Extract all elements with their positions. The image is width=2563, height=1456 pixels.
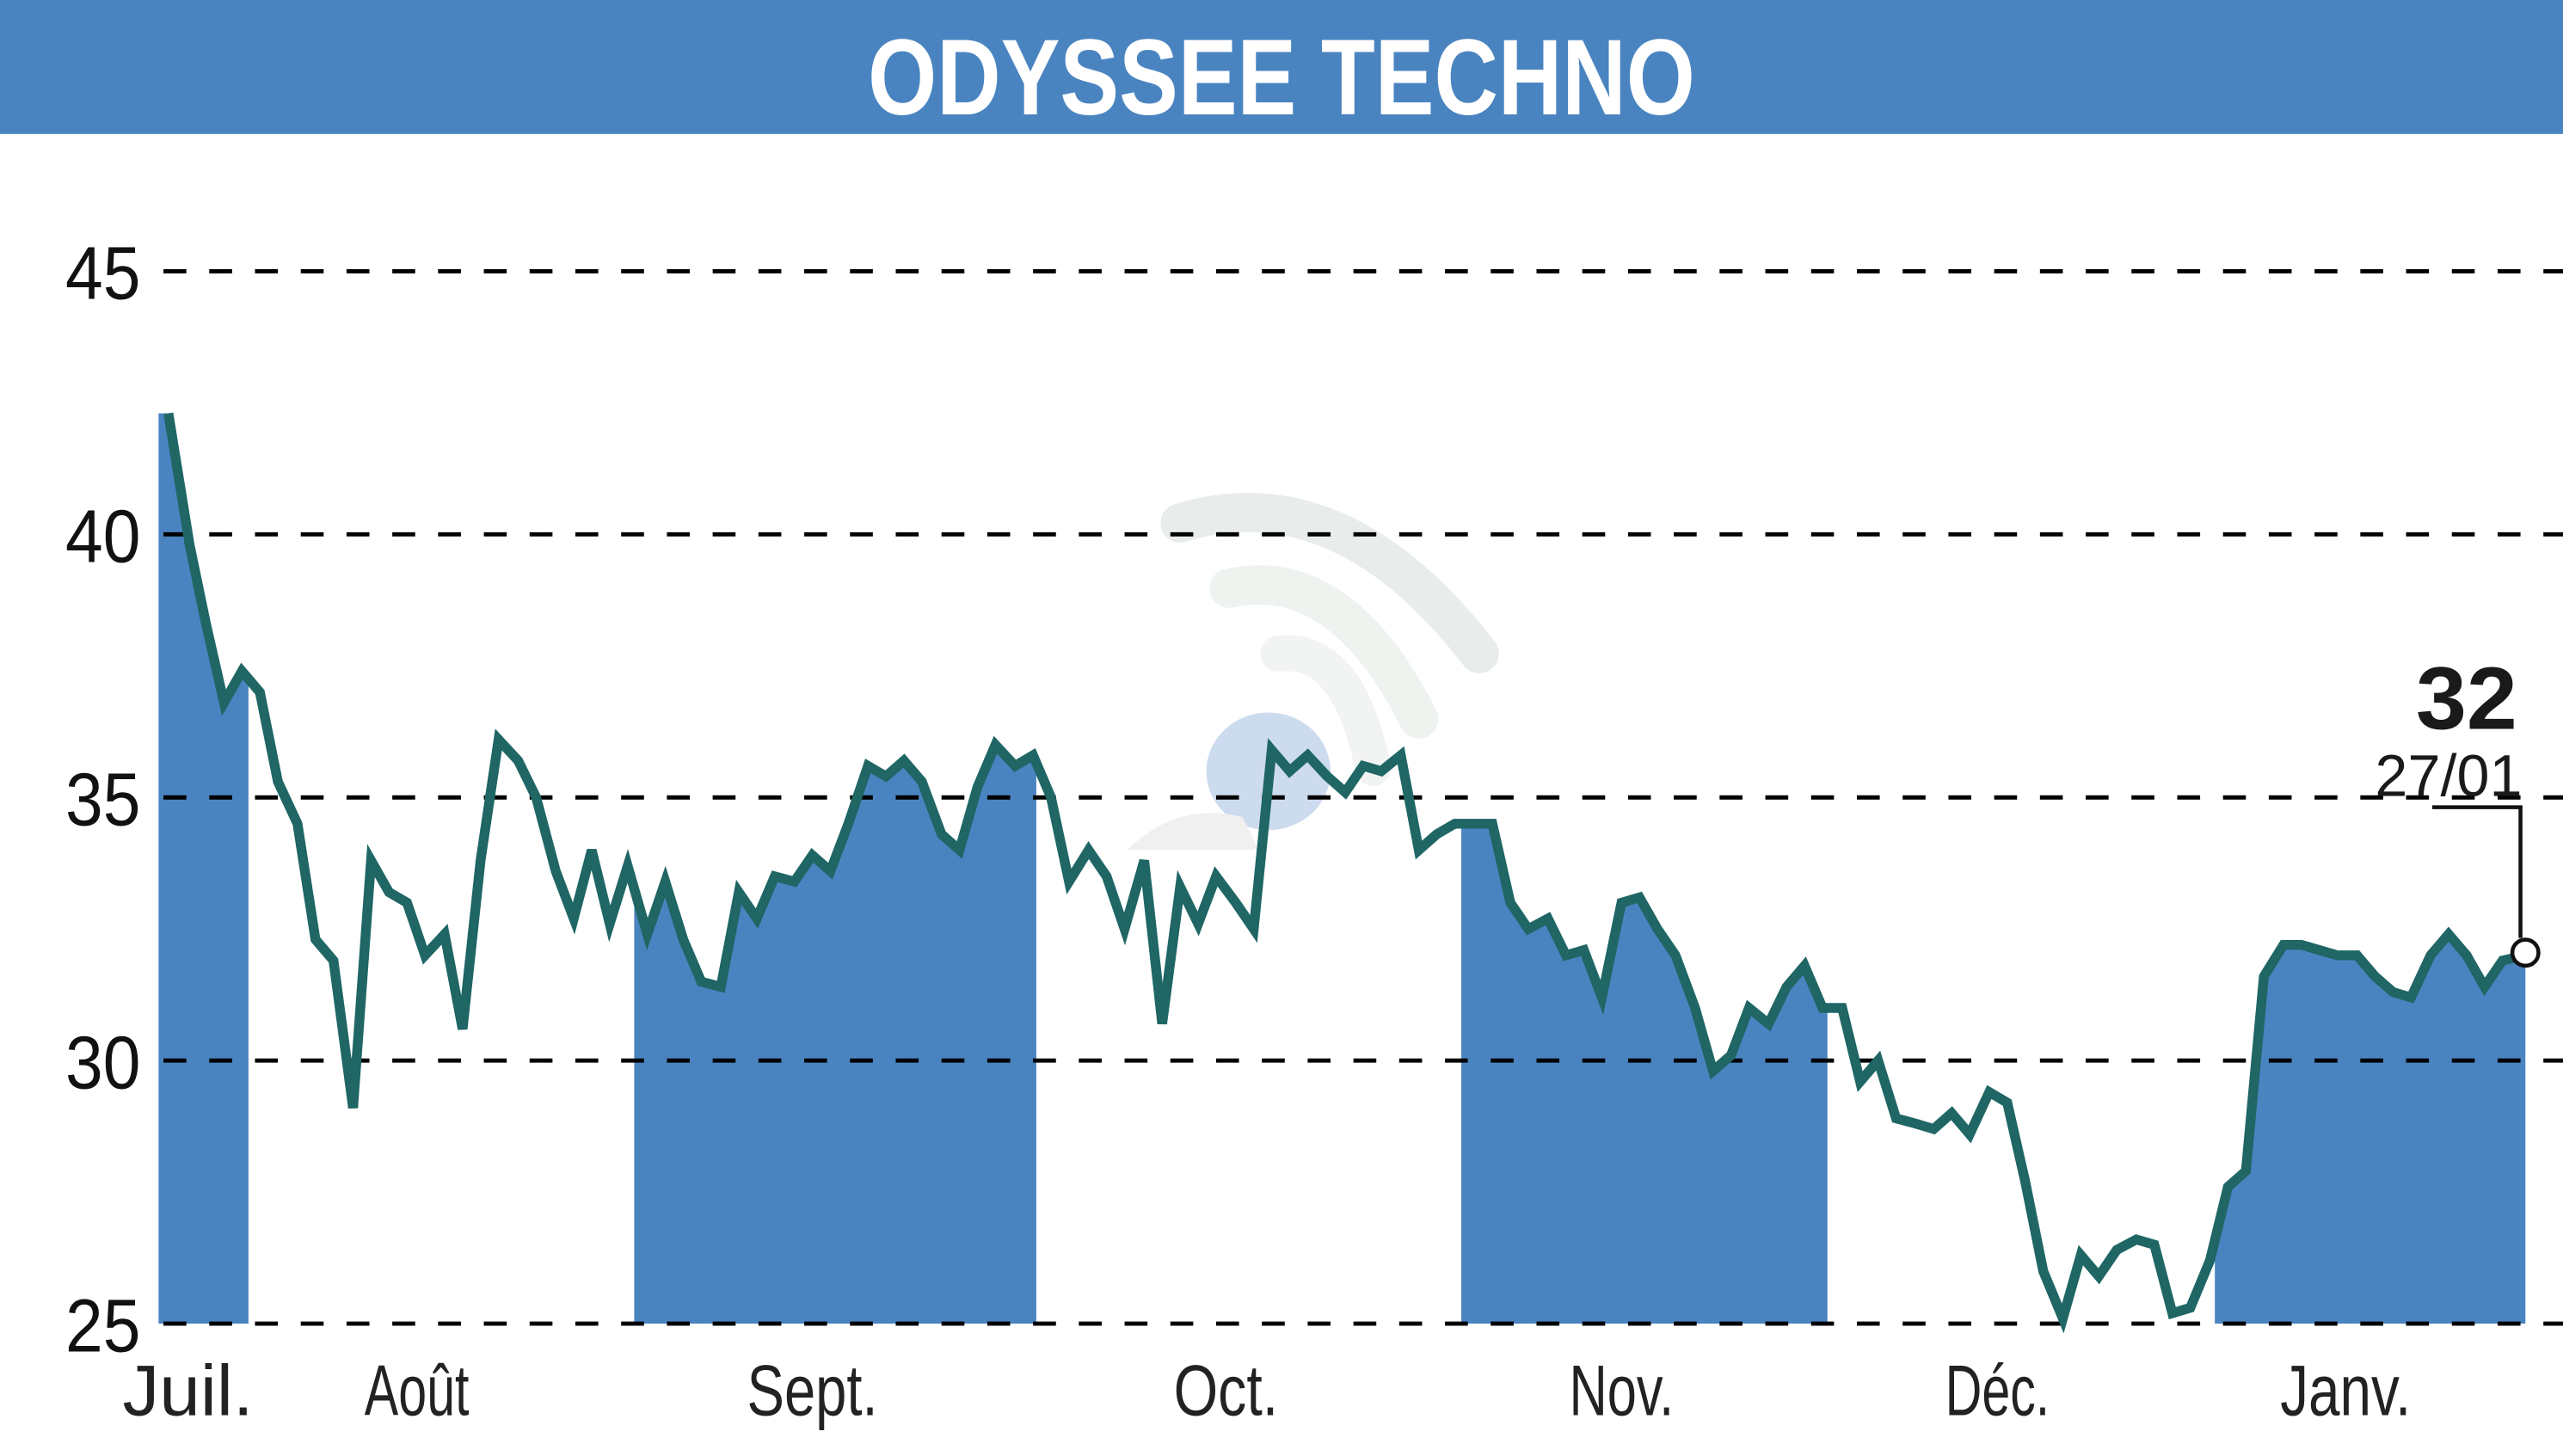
month-label: Sept. (747, 1350, 878, 1431)
month-label: Août (365, 1350, 470, 1431)
month-label: Janv. (2280, 1350, 2411, 1431)
chart-title: ODYSSEE TECHNO (868, 16, 1695, 138)
y-axis-labels: 25 30 35 40 45 (65, 231, 140, 1368)
month-label: Nov. (1569, 1350, 1674, 1431)
last-point-marker (2510, 937, 2541, 968)
y-tick-label: 40 (65, 495, 140, 579)
header-band (0, 0, 2563, 134)
month-band (2215, 934, 2526, 1324)
month-band (1461, 823, 1828, 1324)
month-label: Oct. (1174, 1350, 1279, 1431)
price-line (163, 412, 2527, 1334)
month-label: Juil. (123, 1350, 254, 1431)
y-tick-label: 30 (65, 1020, 140, 1104)
y-tick-label: 45 (65, 231, 140, 316)
month-band (158, 413, 249, 1324)
y-tick-label: 35 (65, 758, 140, 842)
month-label: Déc. (1945, 1350, 2050, 1431)
gridlines (163, 268, 2563, 1326)
callout-leader (2431, 805, 2523, 938)
month-bands (158, 413, 2526, 1324)
last-date: 27/01 (2375, 743, 2522, 808)
y-tick-label: 25 (65, 1283, 140, 1367)
month-band (634, 745, 1036, 1324)
last-value: 32 (2416, 648, 2517, 747)
x-axis-labels: Juil. Août Sept. Oct. Nov. Déc. Janv. (123, 1350, 2412, 1431)
